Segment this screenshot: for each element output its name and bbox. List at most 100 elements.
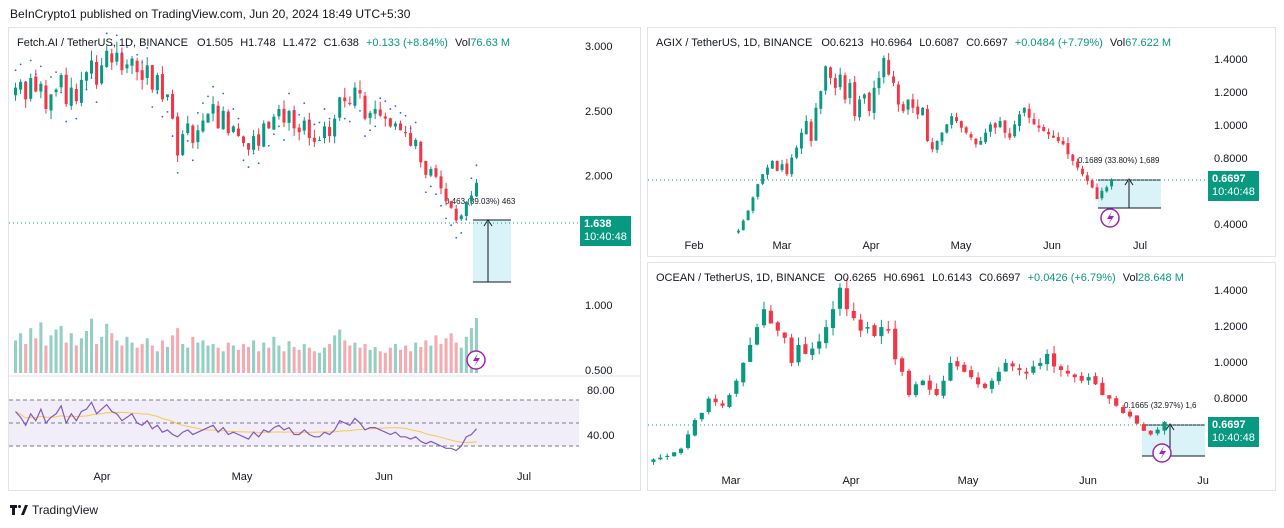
fet-candle-body [464,201,468,216]
fet-candle-body [100,65,104,84]
agix-candle-body [824,66,828,91]
fet-chart-svg[interactable]: 0.463 (39.03%) 4633.0002.5002.0001.5001.… [9,28,640,490]
agix-chart-svg[interactable]: 0.1689 (33.80%) 1,689 1.4000 1.2000 1.0000 0… [648,28,1275,256]
fet-sar-dot [202,102,204,105]
agix-candle-body [1047,131,1051,135]
fet-volume-bar [247,346,251,373]
ocean-candle-body [1010,363,1015,367]
fet-sar-dot [191,159,194,162]
ocean-candle-body [948,362,953,381]
ocean-candle-body [789,337,794,363]
fet-volume-bar [236,349,240,373]
fet-sar-dot [283,139,285,141]
fet-sar-dot [450,224,453,227]
fet-candle-body [302,120,306,131]
agix-vol-label: Vol [1109,37,1126,49]
agix-candle-body [882,57,886,78]
fet-measure-arrowhead [483,219,493,227]
agix-last-price-tag: 0.6697 10:40:48 [1208,171,1259,201]
fet-volume-bar [363,344,367,373]
ocean-candle-body [865,327,870,329]
fet-sar-dot [161,115,164,118]
ocean-candle-body [685,434,691,448]
agix-candle-body [1061,140,1065,145]
fet-sar-dot [222,92,225,95]
fet-sar-dot [429,185,432,188]
fet-candle-body [145,65,149,79]
fet-candle-body [277,108,281,117]
fet-sar-dot [389,108,392,110]
fet-sar-dot [419,143,422,146]
fet-candle-body [424,160,428,175]
fet-volume-bar [191,336,195,373]
fet-candle-body [272,116,276,130]
agix-change: +0.0484 (+7.79%) [1014,37,1103,49]
ocean-candle-body [692,420,697,436]
agix-candle-body [790,157,794,175]
ocean-candle-body [1162,421,1167,431]
fet-measure-box [473,220,511,282]
ocean-chart-panel[interactable]: 0.1665 (32.97%) 1,6 1.4000 1.2000 1.0000 0.8… [647,262,1276,491]
agix-candle-body [921,107,925,116]
fet-sar-dot [45,90,47,93]
ocean-candle-body [872,325,877,337]
agix-candle-body [843,75,847,100]
fet-volume-bar [79,338,83,373]
fet-candle-body [398,123,403,131]
fet-volume-bar [393,344,397,373]
ocean-legend: OCEAN / TetherUS, 1D, BINANCE O0.6265 H0… [656,272,1188,284]
ocean-y-tick: 1.4000 [1214,285,1248,297]
fet-sar-dot [212,85,214,88]
agix-candle-body [751,197,755,211]
fet-sar-dot [65,120,68,123]
fet-candle-body [459,215,463,220]
agix-candle-body [799,132,803,149]
fet-sar-dot [207,95,209,98]
fet-candle-body [211,104,215,114]
ocean-pair-label: OCEAN / TetherUS, 1D, BINANCE [656,272,826,284]
fet-candle-body [160,74,164,100]
agix-candle-body [945,124,949,133]
ocean-chart-svg[interactable]: 0.1665 (32.97%) 1,6 1.4000 1.2000 1.0000 0.8… [648,263,1275,490]
fet-volume-bar [211,344,215,373]
fet-sar-dot [465,218,468,221]
fet-chart-panel[interactable]: 0.463 (39.03%) 4633.0002.5002.0001.5001.… [8,27,641,491]
fet-sar-dot [75,117,78,120]
agix-candle-body [770,160,774,169]
fet-volume-bar [145,338,149,373]
fet-pair-label: Fetch.AI / TetherUS, 1D, BINANCE [17,37,188,49]
fet-volume-bar [59,325,63,373]
fet-candle-body [449,201,453,208]
agix-x-tick: Mar [773,240,792,252]
agix-candle-body [795,147,799,158]
fet-candle-body [196,130,200,143]
agix-candle-body [1032,119,1036,125]
agix-chart-panel[interactable]: 0.1689 (33.80%) 1,689 1.4000 1.2000 1.0000 0… [647,27,1276,257]
fet-volume-bar [464,336,468,373]
agix-candle-body [1066,143,1070,155]
fet-volume-bar [328,344,332,373]
ocean-candle-body [824,327,829,344]
fet-sar-dot [394,105,397,107]
fet-candle-body [444,188,448,201]
fet-sar-dot [121,51,123,54]
fet-sar-dot [146,47,149,49]
agix-measure-arrowhead [1124,178,1134,186]
ocean-candle-body [886,329,891,331]
agix-candle-body [887,60,891,75]
agix-candle-body [955,117,958,122]
fet-x-tick: May [232,471,253,483]
fet-sar-dot [257,162,260,165]
fet-volume-bar [312,351,316,373]
agix-candle-body [1100,190,1104,199]
ocean-candle-body [913,384,918,396]
fet-sar-dot [298,113,301,116]
fet-sar-dot [34,73,37,75]
fet-sar-dot [115,34,118,37]
fet-sar-dot [267,144,270,147]
fet-countdown: 10:40:48 [584,231,627,243]
fet-sar-dot [55,71,57,74]
fet-candle-body [262,123,266,147]
fet-volume-bar [459,347,463,373]
ocean-countdown: 10:40:48 [1212,432,1255,444]
